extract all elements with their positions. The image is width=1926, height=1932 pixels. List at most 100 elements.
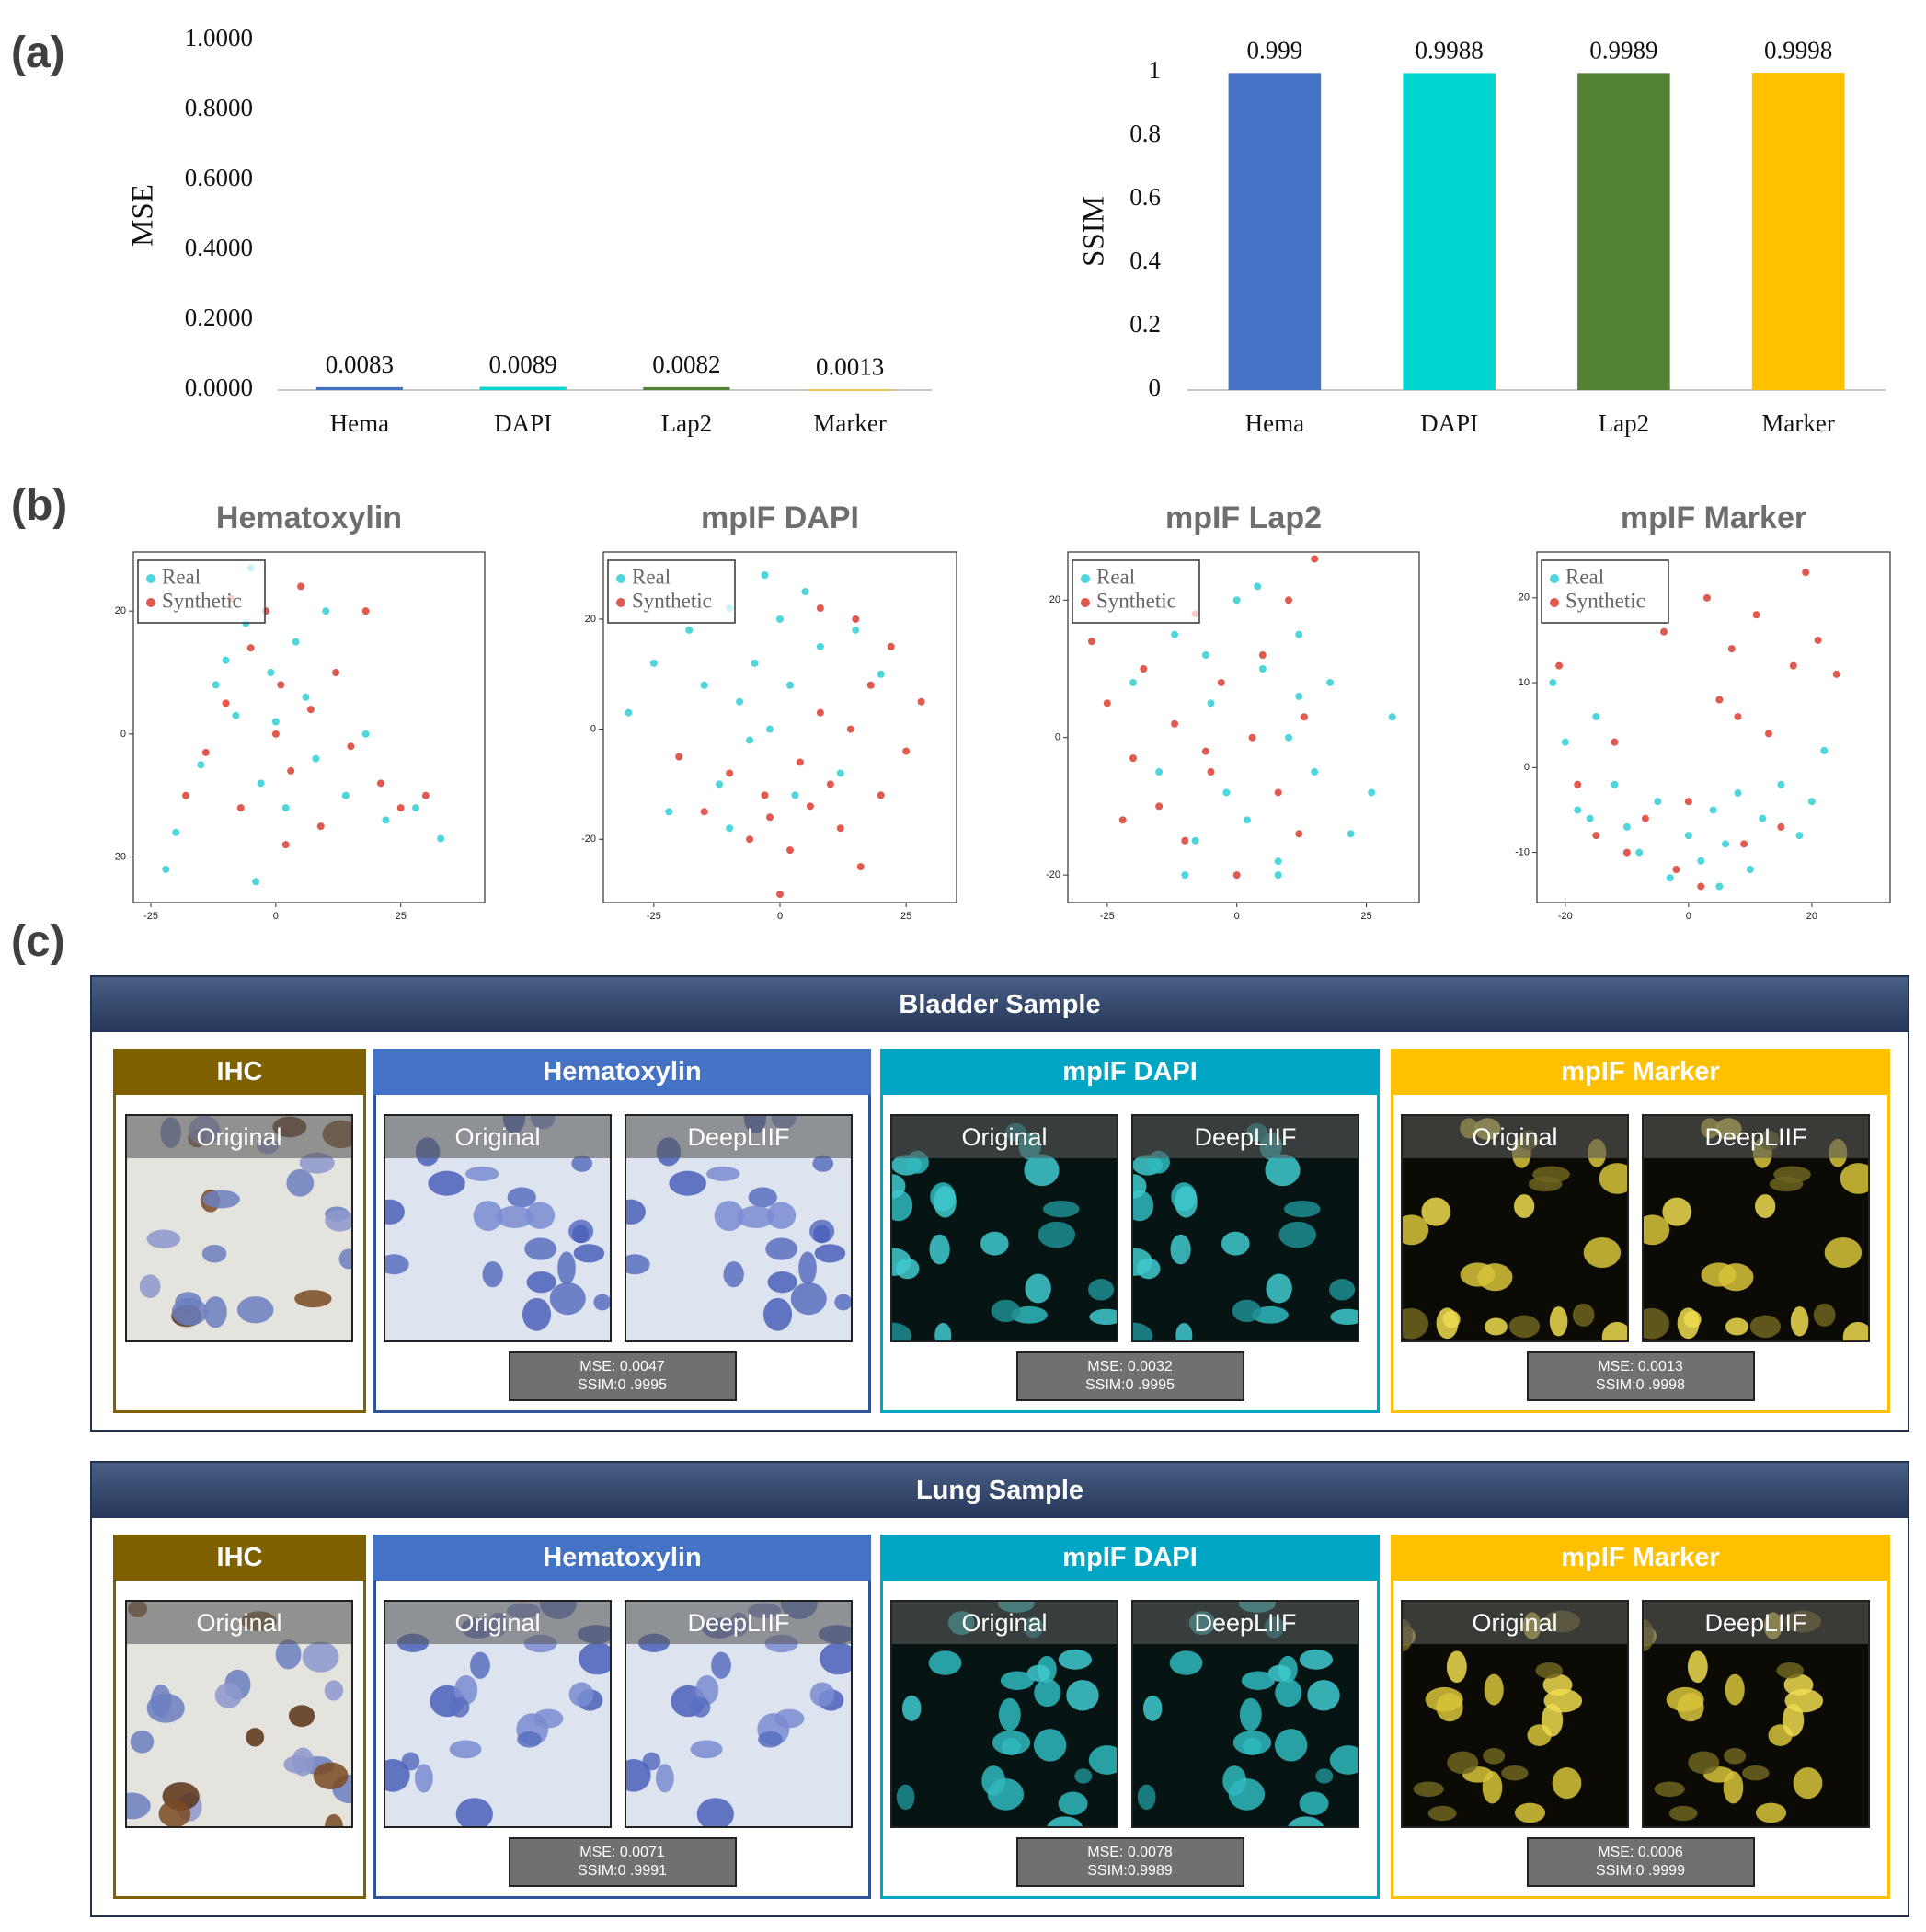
nucleus [302, 1641, 339, 1673]
legend-box [1072, 559, 1200, 624]
value-label: 0.9988 [1416, 37, 1484, 64]
nucleus [1169, 1650, 1203, 1675]
image: DeepLIIF [1131, 1600, 1359, 1828]
chart-title: mpIF DAPI [701, 500, 859, 535]
value-label: 0.0089 [489, 351, 557, 378]
nucleus [288, 1705, 315, 1728]
nucleus [1232, 1731, 1272, 1755]
point [649, 659, 658, 667]
metric-text: MSE: 0.0032 [1087, 1359, 1173, 1374]
point [1734, 788, 1742, 797]
metric-box: MSE: 0.0071 SSIM:0 .9991 [508, 1837, 737, 1887]
nucleus [1644, 1307, 1670, 1340]
image-label: Original [892, 1602, 1117, 1644]
nucleus [1483, 1747, 1506, 1765]
point [281, 804, 290, 812]
nucleus [517, 1731, 542, 1748]
image-label: DeepLIIF [1133, 1602, 1358, 1644]
nucleus [1662, 1197, 1691, 1226]
x-tick-label: Marker [813, 409, 886, 437]
y-tick-label: 20 [1049, 594, 1060, 605]
group-title: mpIF Marker [1391, 1049, 1890, 1095]
point [1217, 678, 1225, 686]
point [361, 730, 370, 738]
point [1201, 747, 1209, 755]
point [1574, 780, 1582, 788]
point [1715, 882, 1724, 891]
point [1574, 806, 1582, 814]
nucleus [1275, 1678, 1302, 1708]
value-label: 0.9989 [1589, 37, 1657, 64]
nucleus [1047, 1816, 1083, 1826]
metric-box: MSE: 0.0078 SSIM:0.9989 [1015, 1837, 1244, 1887]
nucleus [557, 1251, 576, 1285]
bar [643, 386, 730, 390]
nucleus [1133, 1322, 1153, 1340]
value-label: 0.999 [1247, 37, 1303, 64]
point [826, 780, 834, 788]
legend-marker [146, 598, 155, 607]
nucleus [895, 1258, 920, 1280]
point [332, 669, 340, 677]
panel-label: (b) [11, 481, 68, 530]
bar [807, 389, 894, 391]
nucleus [1528, 1176, 1563, 1192]
image-label: DeepLIIF [626, 1116, 851, 1158]
image-label: DeepLIIF [626, 1602, 851, 1644]
y-tick-label: 0 [1524, 762, 1530, 773]
point [1592, 712, 1600, 720]
point [1586, 814, 1594, 822]
y-tick-label: -10 [1515, 846, 1530, 857]
point [625, 708, 633, 717]
y-axis-label: MSE [127, 184, 160, 247]
image-label: Original [385, 1602, 610, 1644]
sample-title: Bladder Sample [92, 977, 1908, 1032]
nucleus [1725, 1673, 1745, 1706]
y-tick-label: 0.2 [1129, 310, 1161, 338]
point [1347, 830, 1355, 838]
nucleus [385, 1254, 409, 1275]
metric-box: MSE: 0.0032 SSIM:0 .9995 [1015, 1351, 1244, 1401]
nucleus [1572, 1303, 1595, 1327]
nucleus [809, 1682, 835, 1707]
nucleus [626, 1759, 651, 1792]
point [1274, 871, 1282, 880]
point [1300, 713, 1308, 721]
nucleus [1583, 1236, 1622, 1268]
point [1155, 768, 1164, 776]
group-title: IHC [113, 1535, 366, 1581]
nucleus [1687, 1650, 1708, 1684]
point [302, 693, 310, 701]
sample-title: Lung Sample [92, 1463, 1908, 1518]
nucleus [1274, 1729, 1308, 1762]
nucleus [714, 1201, 744, 1231]
metric-text: SSIM:0 .9995 [1085, 1377, 1175, 1393]
nucleus [201, 1244, 227, 1263]
image-label: Original [892, 1116, 1117, 1158]
nucleus [568, 1682, 594, 1707]
nucleus [202, 1190, 240, 1209]
bar [1228, 73, 1322, 390]
nucleus [696, 1798, 734, 1826]
nucleus [655, 1764, 674, 1793]
point [816, 604, 824, 613]
group-box: Hematoxylin Original DeepLIIF MSE: 0.0071 SS… [373, 1535, 871, 1899]
point [277, 681, 285, 689]
bar [1751, 73, 1845, 390]
nucleus [171, 1297, 208, 1326]
nucleus [1266, 1273, 1292, 1304]
group-box: Hematoxylin Original DeepLIIF MSE: 0.0047 SS… [373, 1049, 871, 1413]
image: DeepLIIF [1131, 1114, 1359, 1342]
nucleus [1232, 1299, 1262, 1323]
group-box: mpIF Marker Original DeepLIIF MSE: 0.0006 SS… [1391, 1535, 1890, 1899]
point [726, 824, 734, 833]
point [801, 588, 809, 596]
nucleus [294, 1290, 332, 1308]
point [421, 791, 430, 799]
x-tick-label: DAPI [494, 409, 552, 437]
group-title: IHC [113, 1049, 366, 1095]
point [887, 642, 895, 650]
value-label: 0.0083 [326, 351, 394, 378]
y-tick-label: 0.4 [1129, 247, 1161, 274]
image-label: Original [1403, 1116, 1627, 1158]
